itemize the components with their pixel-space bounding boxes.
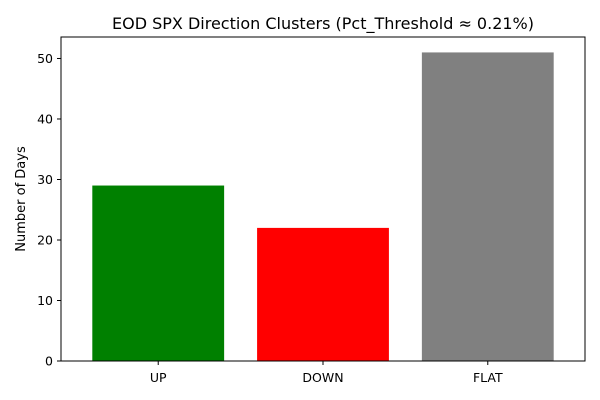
- y-axis: 0 10 20 30 40 50: [37, 51, 61, 369]
- bar-up: [92, 185, 225, 361]
- x-tick-label: DOWN: [302, 370, 343, 385]
- y-tick-label: 10: [37, 293, 53, 308]
- y-tick-label: 30: [37, 172, 53, 187]
- y-tick-label: 0: [45, 354, 53, 369]
- bar-down: [257, 227, 389, 361]
- x-tick-label: UP: [150, 370, 167, 385]
- y-axis-label: Number of Days: [14, 146, 29, 252]
- y-tick-label: 20: [37, 232, 53, 247]
- x-tick-label: FLAT: [473, 370, 503, 385]
- bars-group: [92, 52, 554, 362]
- plot-frame: [60, 36, 586, 362]
- bar-flat: [421, 52, 554, 362]
- y-tick-label: 50: [37, 51, 53, 66]
- chart-title: EOD SPX Direction Clusters (Pct_Threshol…: [112, 14, 534, 34]
- y-tick-label: 40: [37, 111, 53, 126]
- x-axis: UP DOWN FLAT: [150, 361, 503, 385]
